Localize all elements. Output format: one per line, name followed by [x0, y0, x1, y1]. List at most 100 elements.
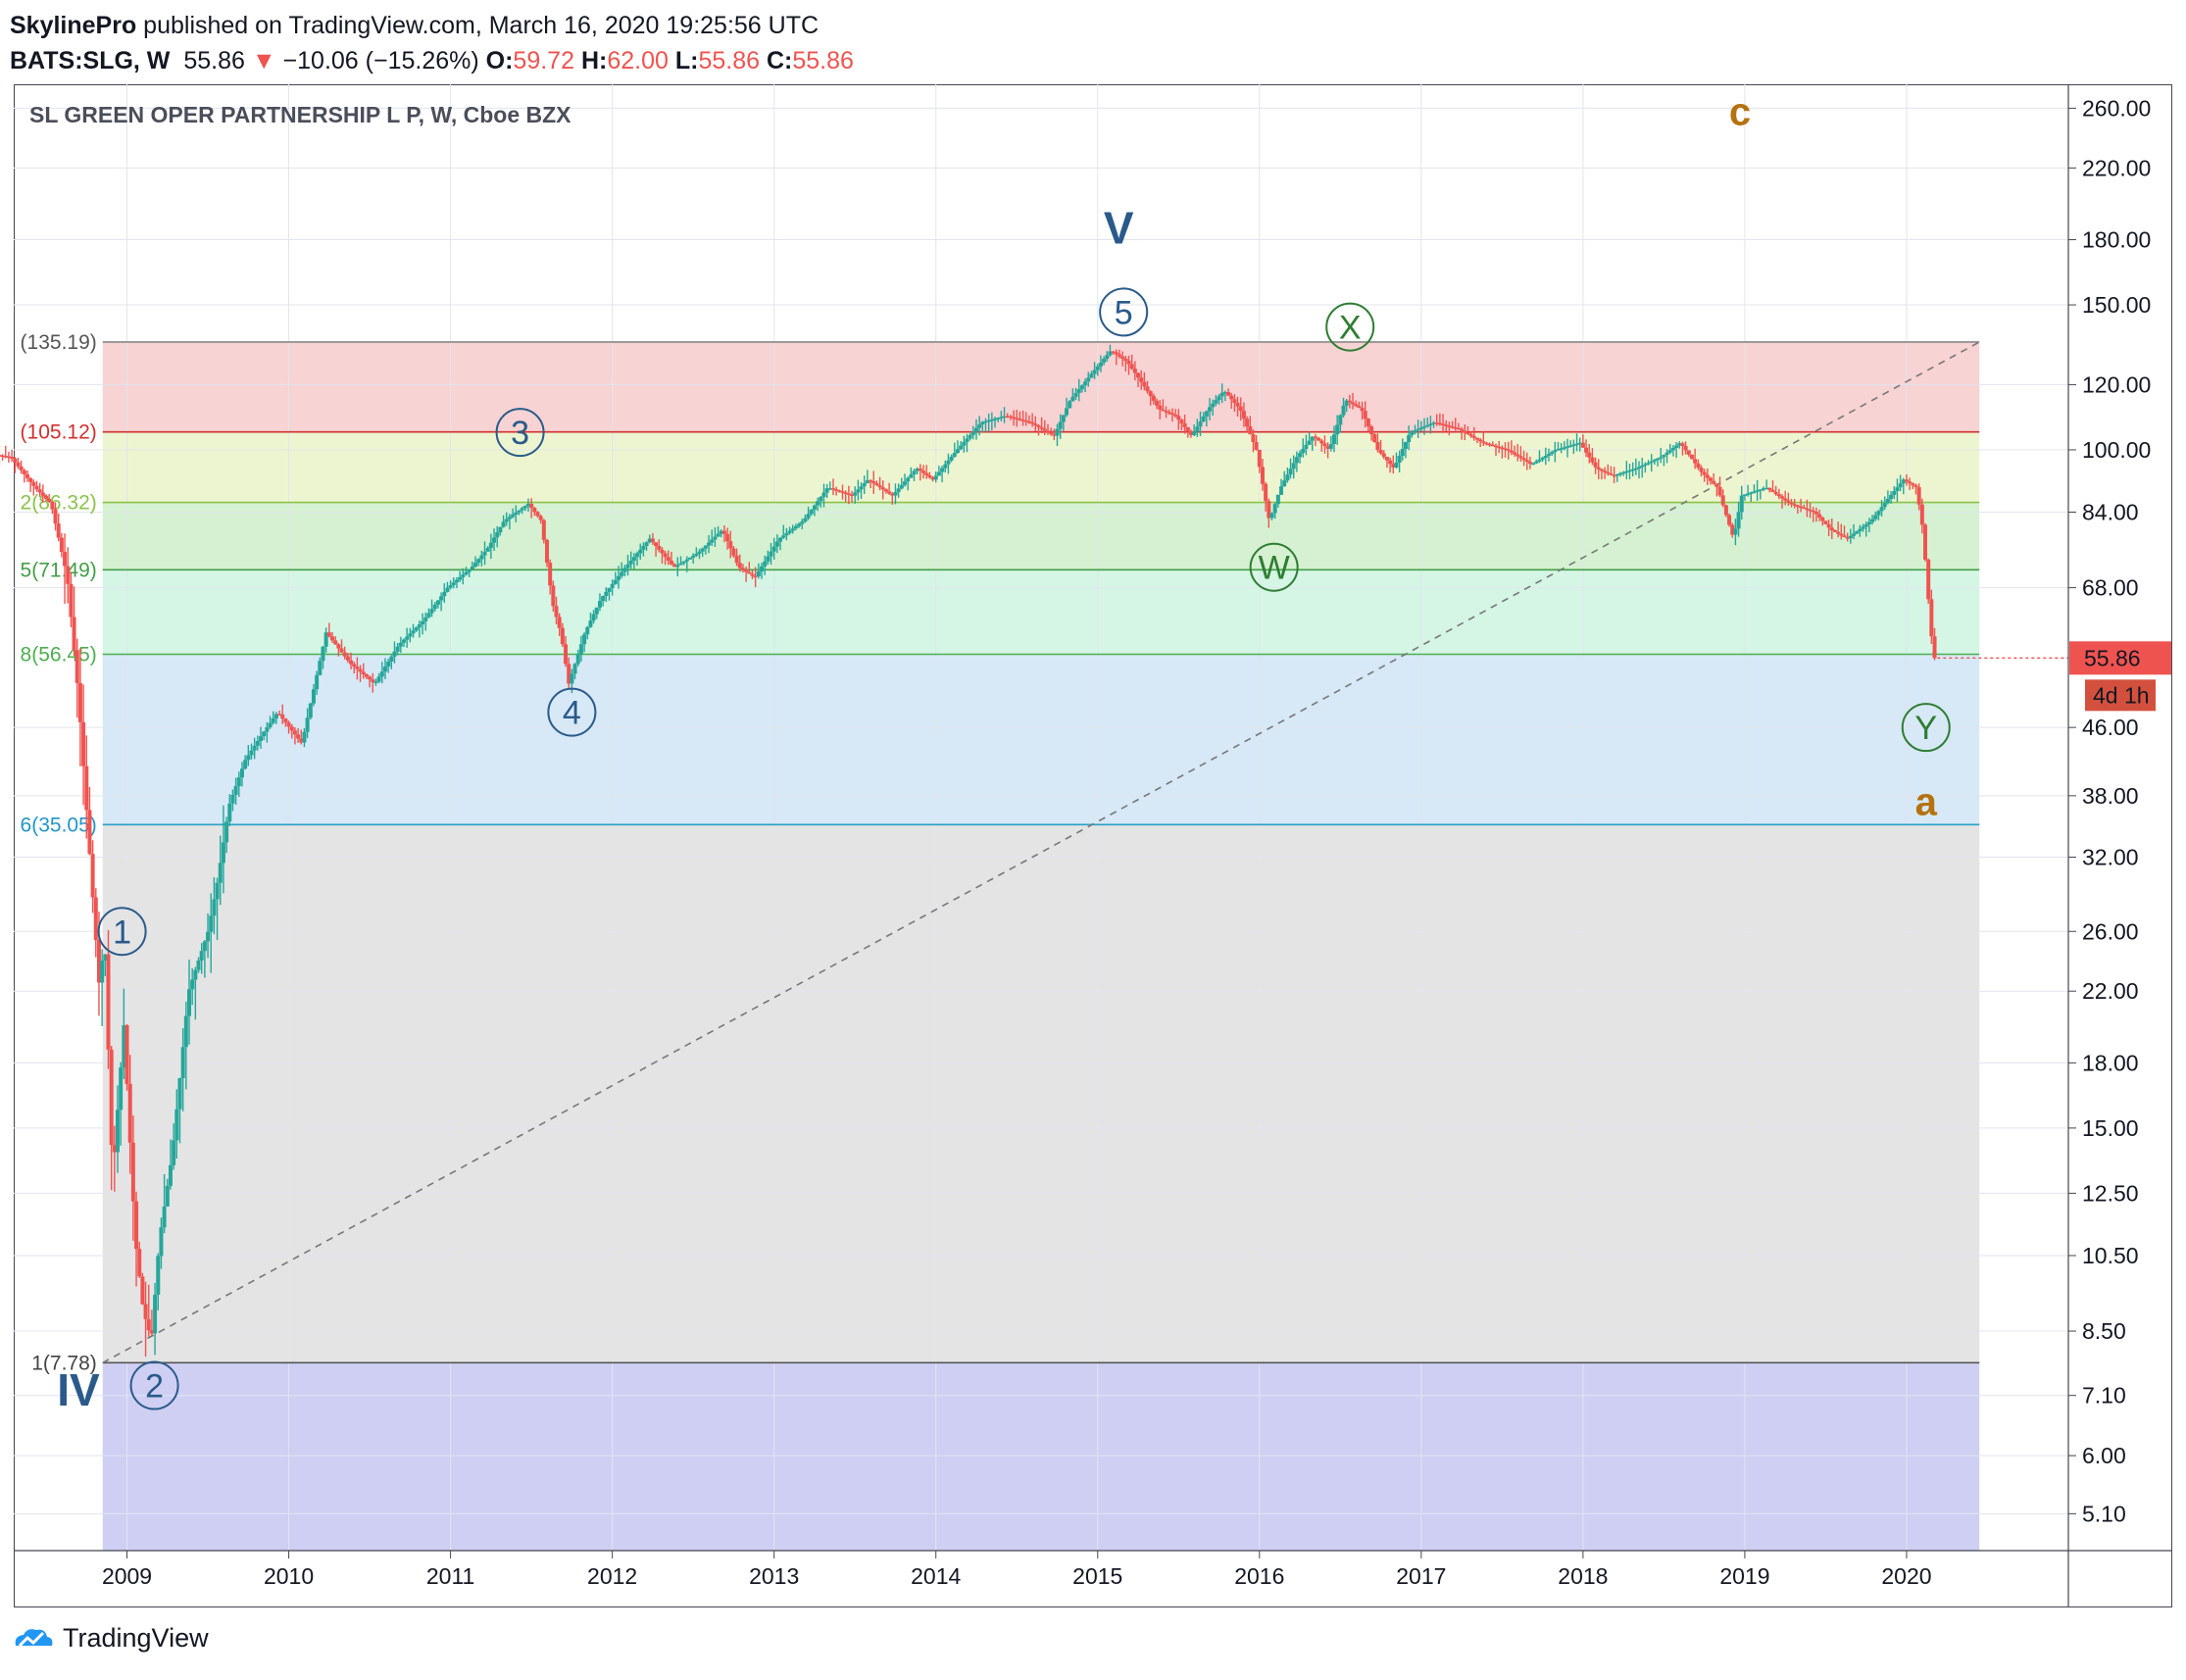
candle-body — [1487, 443, 1492, 446]
price-tick-label: 38.00 — [2082, 783, 2139, 809]
candle-body — [472, 563, 477, 567]
candle-body — [949, 456, 954, 461]
candle-body — [930, 477, 935, 480]
candle-body — [1562, 447, 1566, 449]
candle-body — [1117, 354, 1121, 357]
candle-body — [1727, 515, 1732, 525]
candle-body — [687, 557, 692, 560]
candle-body — [401, 639, 406, 643]
candle-body — [488, 542, 493, 549]
candle-body — [744, 569, 749, 572]
candle-body — [1574, 443, 1579, 446]
candle-body — [684, 559, 689, 562]
candle-body — [846, 493, 851, 495]
candle-body — [1052, 433, 1057, 436]
candle-body — [249, 750, 254, 756]
tradingview-logo-icon[interactable] — [12, 1624, 55, 1654]
candle-body — [1490, 444, 1495, 447]
candle-body — [451, 582, 456, 585]
candle-body — [1509, 450, 1514, 453]
candle-body — [1026, 420, 1031, 423]
candle-body — [1437, 422, 1442, 425]
candle-body — [1630, 469, 1635, 471]
candle-body — [1111, 351, 1116, 353]
candle-body — [1882, 503, 1887, 508]
fib-zone — [102, 654, 1980, 825]
candle-body — [289, 726, 294, 731]
candle-body — [1285, 474, 1290, 481]
candle-body — [1434, 422, 1439, 424]
candle-body — [1428, 423, 1433, 425]
candle-body — [1599, 469, 1604, 471]
candle-body — [109, 1049, 114, 1146]
price-tick-label: 6.00 — [2082, 1443, 2126, 1468]
candle-body — [1571, 444, 1576, 447]
candle-body — [1471, 435, 1476, 438]
candle-body — [454, 579, 459, 583]
candle-body — [874, 483, 879, 486]
candle-body — [1217, 396, 1221, 401]
candle-body — [657, 546, 662, 550]
candle-body — [1527, 462, 1532, 465]
wave-label: 4 — [563, 695, 581, 732]
time-tick-label: 2011 — [426, 1563, 474, 1589]
candle-body — [1714, 483, 1719, 487]
candle-body — [507, 517, 512, 519]
candle-body — [1606, 471, 1611, 474]
candle-body — [933, 475, 938, 480]
candles-group — [0, 344, 1937, 1358]
candle-body — [1621, 471, 1626, 474]
candle-body — [517, 510, 522, 513]
candle-body — [1739, 495, 1744, 513]
candle-body — [740, 568, 745, 570]
time-tick-label: 2013 — [749, 1563, 799, 1589]
wave-label: IV — [57, 1364, 100, 1415]
candle-body — [1617, 472, 1622, 475]
candle-body — [1923, 524, 1928, 560]
candle-body — [37, 489, 42, 493]
candle-body — [756, 570, 761, 577]
candle-body — [1232, 399, 1237, 404]
candle-body — [1916, 487, 1921, 505]
candle-body — [379, 671, 384, 677]
candle-body — [96, 939, 101, 983]
candle-body — [172, 1140, 176, 1165]
candle-body — [1012, 417, 1017, 420]
candle-body — [1192, 431, 1197, 435]
candle-body — [361, 671, 366, 674]
candle-body — [482, 551, 487, 556]
candle-body — [93, 897, 98, 940]
candle-body — [790, 528, 795, 531]
candle-body — [1235, 403, 1240, 407]
candle-body — [747, 571, 752, 574]
candle-body — [1185, 426, 1190, 431]
price-tag-bg — [2069, 641, 2171, 675]
candle-body — [1565, 446, 1570, 448]
candle-body — [1858, 528, 1863, 532]
candle-body — [426, 613, 431, 618]
candle-body — [616, 575, 621, 580]
candle-body — [564, 644, 569, 665]
candle-body — [1550, 452, 1555, 455]
candle-body — [1879, 507, 1884, 512]
candle-body — [492, 537, 497, 543]
candle-body — [22, 469, 26, 474]
candle-body — [1627, 469, 1632, 472]
candle-body — [1188, 430, 1193, 435]
candle-body — [883, 489, 888, 492]
tradingview-brand[interactable]: TradingView — [63, 1623, 209, 1653]
candle-body — [40, 492, 45, 496]
fib-zone — [102, 502, 1980, 570]
candle-body — [1441, 423, 1446, 425]
price-tick-label: 8.50 — [2082, 1318, 2126, 1344]
candle-body — [601, 596, 606, 602]
candle-body — [816, 501, 820, 506]
candle-body — [1693, 459, 1698, 464]
fib-level-label: (135.19) — [21, 331, 97, 354]
author-name[interactable]: SkylinePro — [10, 12, 137, 39]
candle-body — [986, 420, 991, 422]
candle-body — [675, 565, 680, 568]
candle-body — [1474, 437, 1479, 440]
candle-body — [1049, 432, 1054, 434]
